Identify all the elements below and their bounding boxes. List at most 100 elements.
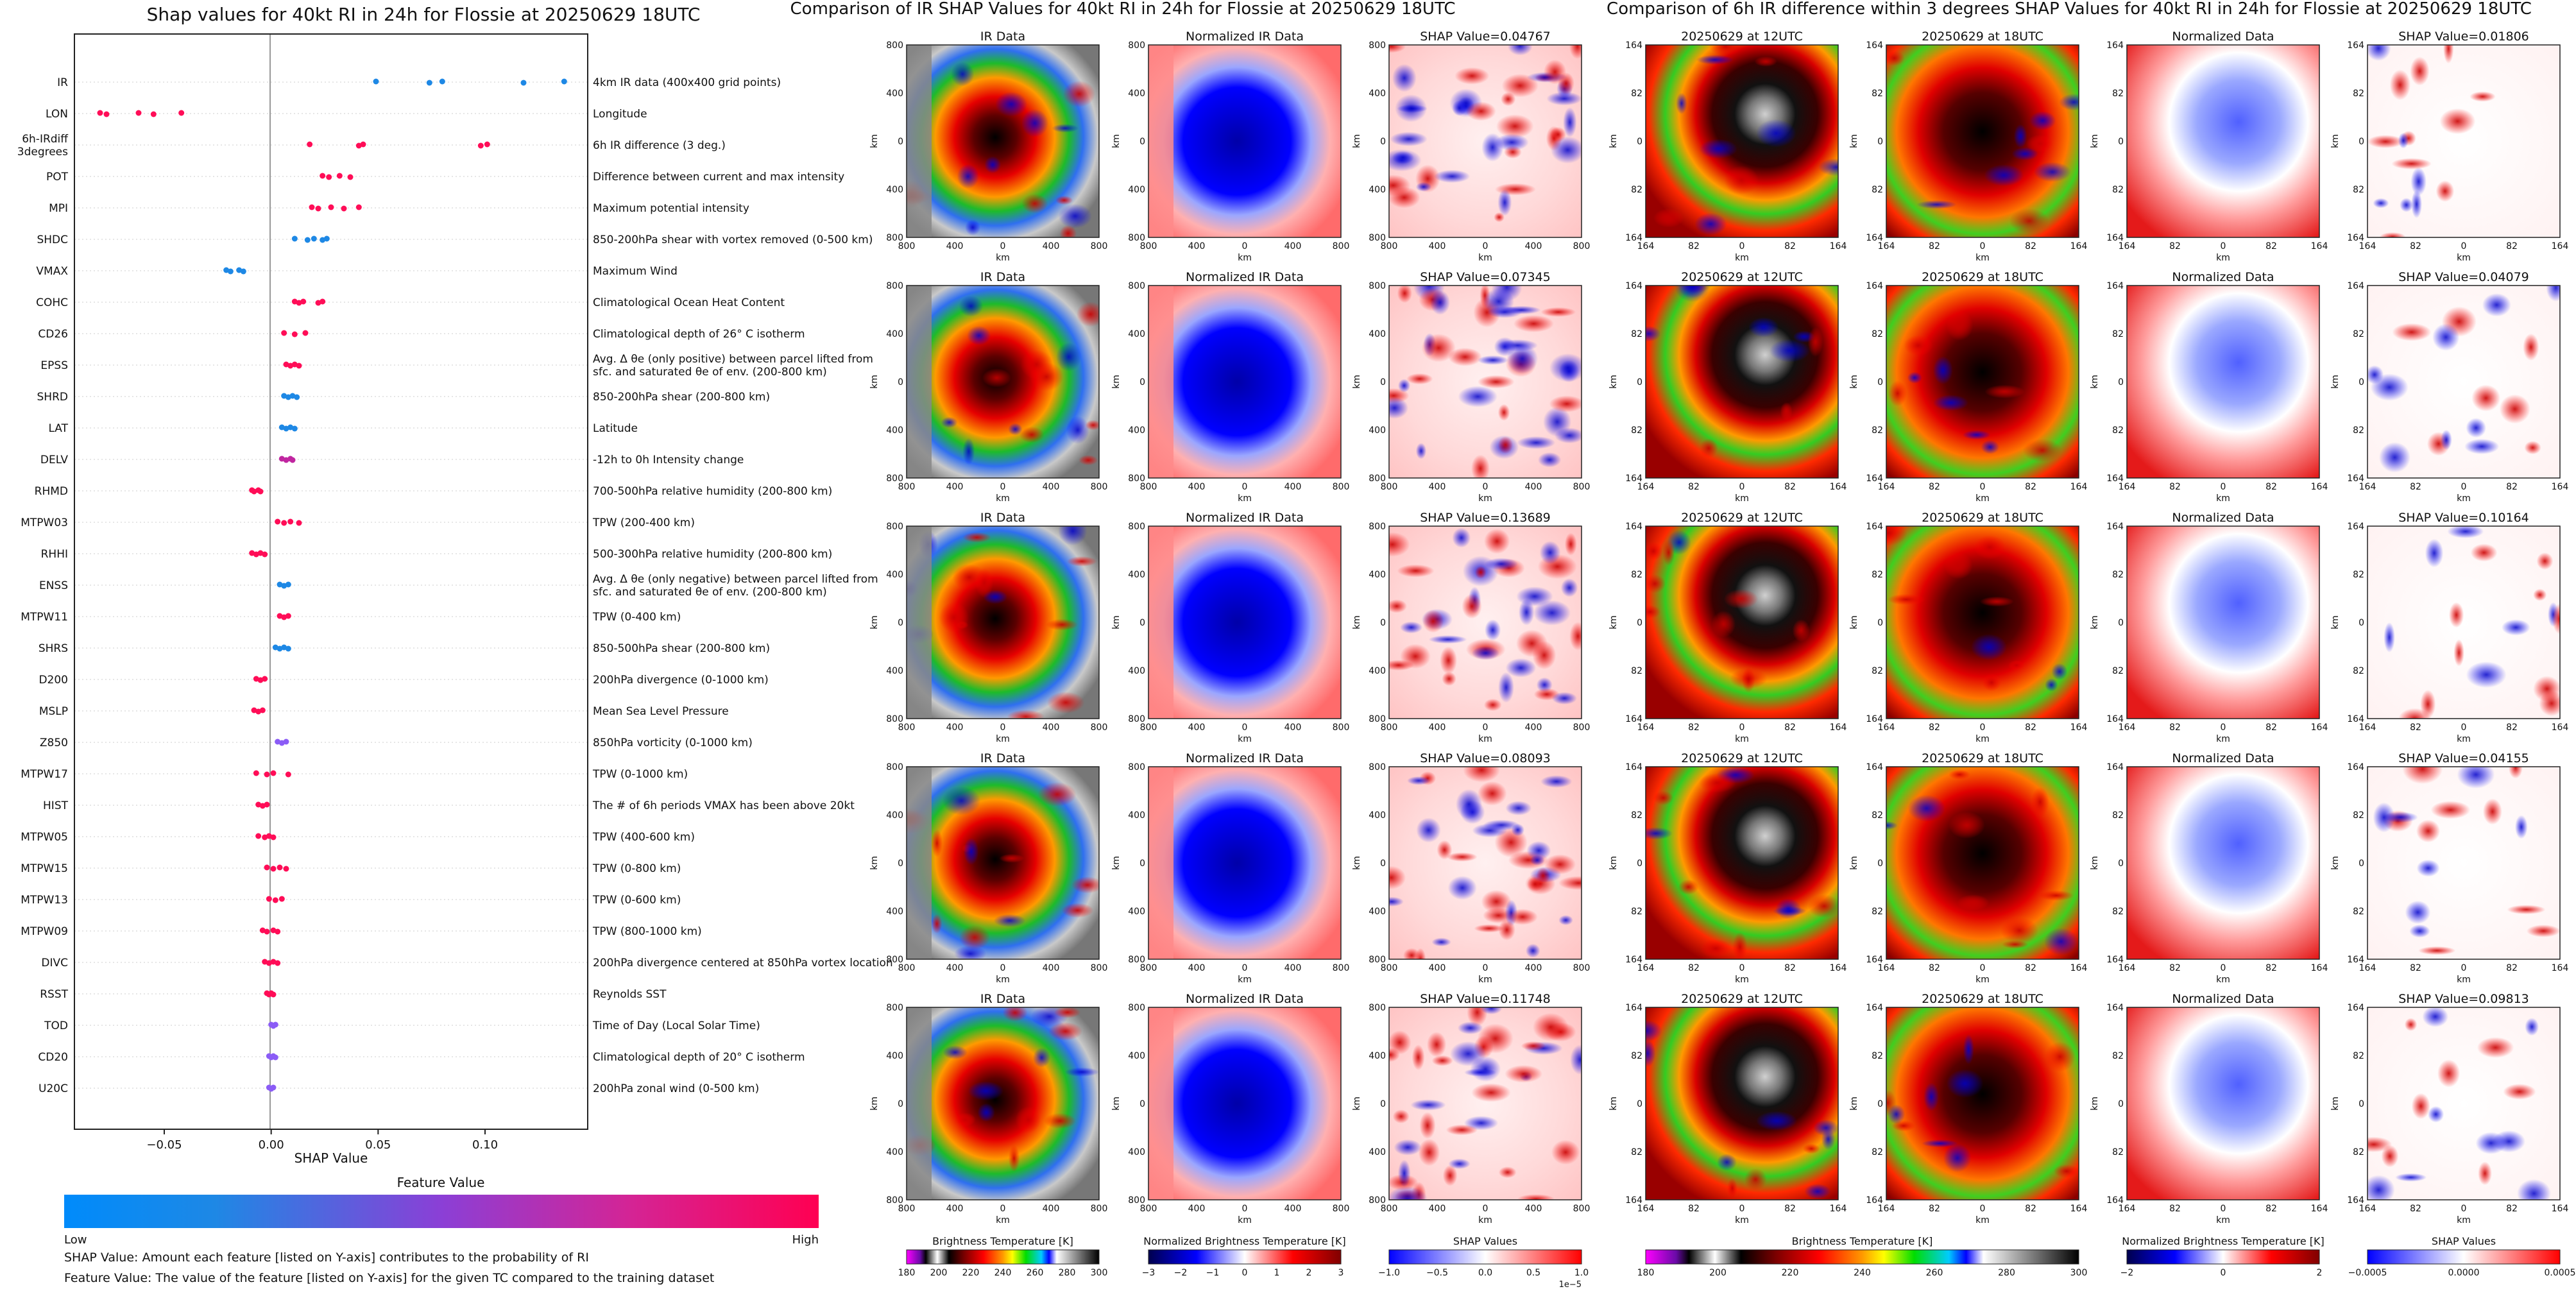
x-axis-label: km: [996, 493, 1010, 504]
colorbar-label: Normalized Brightness Temperature [K]: [2122, 1235, 2324, 1247]
feature-description-label: 700-500hPa relative humidity (200-800 km…: [593, 485, 832, 498]
subplot-frame: [1886, 1007, 2079, 1200]
feature-description-label: TPW (0-1000 km): [592, 768, 688, 781]
feature-description-label: Avg. Δ θe (only negative) between parcel…: [593, 573, 878, 599]
shap-blob: [1676, 92, 1687, 115]
x-axis-label: km: [2216, 734, 2230, 744]
shap-point: [477, 142, 484, 149]
y-tick-label: 0: [2118, 137, 2124, 147]
x-tick-label: 400: [1429, 963, 1446, 973]
y-tick-label: 400: [1369, 666, 1386, 676]
shap-blob: [1452, 527, 1471, 548]
colorbar-tick-label: 260: [1926, 1268, 1943, 1278]
subplot-frame: [906, 766, 1100, 960]
x-tick-label: 82: [1688, 241, 1700, 252]
shap-blob: [1498, 919, 1515, 941]
shap-blob: [1458, 386, 1497, 407]
x-tick-label: 800: [898, 241, 916, 252]
shap-point: [520, 80, 527, 86]
shap-blob: [1392, 151, 1415, 164]
shap-blob: [1557, 72, 1574, 95]
shap-footnote-1: SHAP Value: Amount each feature [listed …: [64, 1251, 589, 1265]
x-tick-label: 164: [2552, 963, 2569, 973]
shap-blob: [1662, 539, 1675, 566]
shap-blob: [2501, 619, 2530, 636]
x-tick-label: 400: [1525, 722, 1542, 733]
shap-point: [278, 896, 285, 902]
heatmap-subplot: SHAP Value=0.101641641648282008282164164…: [2330, 511, 2568, 744]
y-tick-label: 800: [1369, 955, 1386, 965]
shap-blob: [2045, 678, 2058, 692]
shap-blob: [1970, 633, 2008, 660]
shap-blob: [956, 621, 969, 629]
heatmap-field: [2127, 526, 2319, 719]
y-axis-label: km: [2090, 375, 2100, 389]
x-tick-label: 82: [1688, 482, 1700, 492]
shap-blob: [1957, 894, 1990, 911]
feature-name-label: SHDC: [37, 234, 68, 246]
shap-blob: [2499, 394, 2530, 424]
shap-blob: [962, 532, 992, 543]
heatmap-field: [1886, 1007, 2079, 1200]
shap-point: [294, 394, 300, 400]
shap-summary-title: Shap values for 40kt RI in 24h for Floss…: [147, 4, 701, 25]
colorbar-tick-label: 0: [2221, 1268, 2226, 1278]
heatmap-image: [2127, 1007, 2319, 1200]
shap-blob: [2478, 1161, 2492, 1186]
y-tick-label: 800: [1128, 40, 1145, 51]
shap-blob: [1678, 879, 1699, 895]
shap-point: [289, 457, 296, 463]
shap-blob: [2435, 180, 2455, 202]
shap-point: [281, 330, 287, 336]
y-tick-label: 400: [886, 570, 903, 580]
subplot-frame: [906, 285, 1100, 479]
shap-point: [270, 770, 277, 776]
x-axis-label: km: [1478, 975, 1492, 985]
shap-blob: [1431, 1055, 1453, 1066]
shap-blob: [2416, 819, 2441, 843]
x-tick-label: 0: [2461, 241, 2467, 252]
shap-blob: [2470, 543, 2498, 562]
feature-name-label: COHC: [36, 296, 68, 309]
x-tick-label: 0: [1000, 1204, 1006, 1214]
y-tick-label: 0: [2118, 618, 2124, 628]
shap-point: [309, 204, 315, 210]
subplot-title: SHAP Value=0.04079: [2398, 270, 2529, 284]
x-tick-label: 82: [2265, 963, 2277, 973]
shap-blob: [1431, 937, 1451, 947]
heatmap-image: [1389, 767, 1582, 959]
subplot-title: Normalized IR Data: [1186, 992, 1304, 1006]
feature-row: ENSS Avg. Δ θe (only negative) between pa…: [39, 573, 878, 599]
feature-row: DIVC 200hPa divergence centered at 850hPa…: [41, 957, 892, 969]
shap-blob: [1974, 535, 2006, 559]
subplot-frame: [1886, 44, 2079, 238]
shap-point: [291, 331, 298, 337]
y-tick-label: 82: [1872, 329, 1883, 339]
y-tick-label: 0: [2358, 1099, 2364, 1109]
x-tick-label: 800: [1333, 482, 1350, 492]
x-tick-label: 82: [2025, 722, 2036, 733]
x-tick-label: 800: [898, 482, 916, 492]
y-axis-label: km: [2330, 615, 2341, 629]
heatmap-subplot: 20250629 at 12UTC1641648282008282164164k…: [1608, 992, 1847, 1225]
shap-point: [285, 613, 291, 619]
shap-point: [311, 235, 317, 242]
y-tick-label: 82: [2112, 1147, 2124, 1157]
x-axis-label: km: [1238, 975, 1252, 985]
shap-blob: [2507, 905, 2546, 914]
y-tick-label: 0: [1380, 858, 1386, 869]
shap-blob: [1397, 564, 1435, 577]
y-tick-label: 82: [2353, 89, 2364, 99]
y-tick-label: 800: [886, 762, 903, 773]
shap-blob: [1437, 840, 1453, 860]
x-tick-label: 0: [1483, 482, 1488, 492]
y-axis-label: km: [869, 856, 880, 870]
shap-point: [270, 991, 277, 998]
shap-blob: [1442, 1165, 1458, 1186]
x-tick-label: 0: [1483, 1204, 1488, 1214]
colorbar-tick-label: −2: [2120, 1268, 2134, 1278]
feature-row: EPSS Avg. Δ θe (only positive) between pa…: [40, 353, 873, 379]
shap-point: [426, 80, 432, 86]
shap-blob: [2457, 767, 2495, 789]
subplot-title: IR Data: [980, 511, 1025, 525]
